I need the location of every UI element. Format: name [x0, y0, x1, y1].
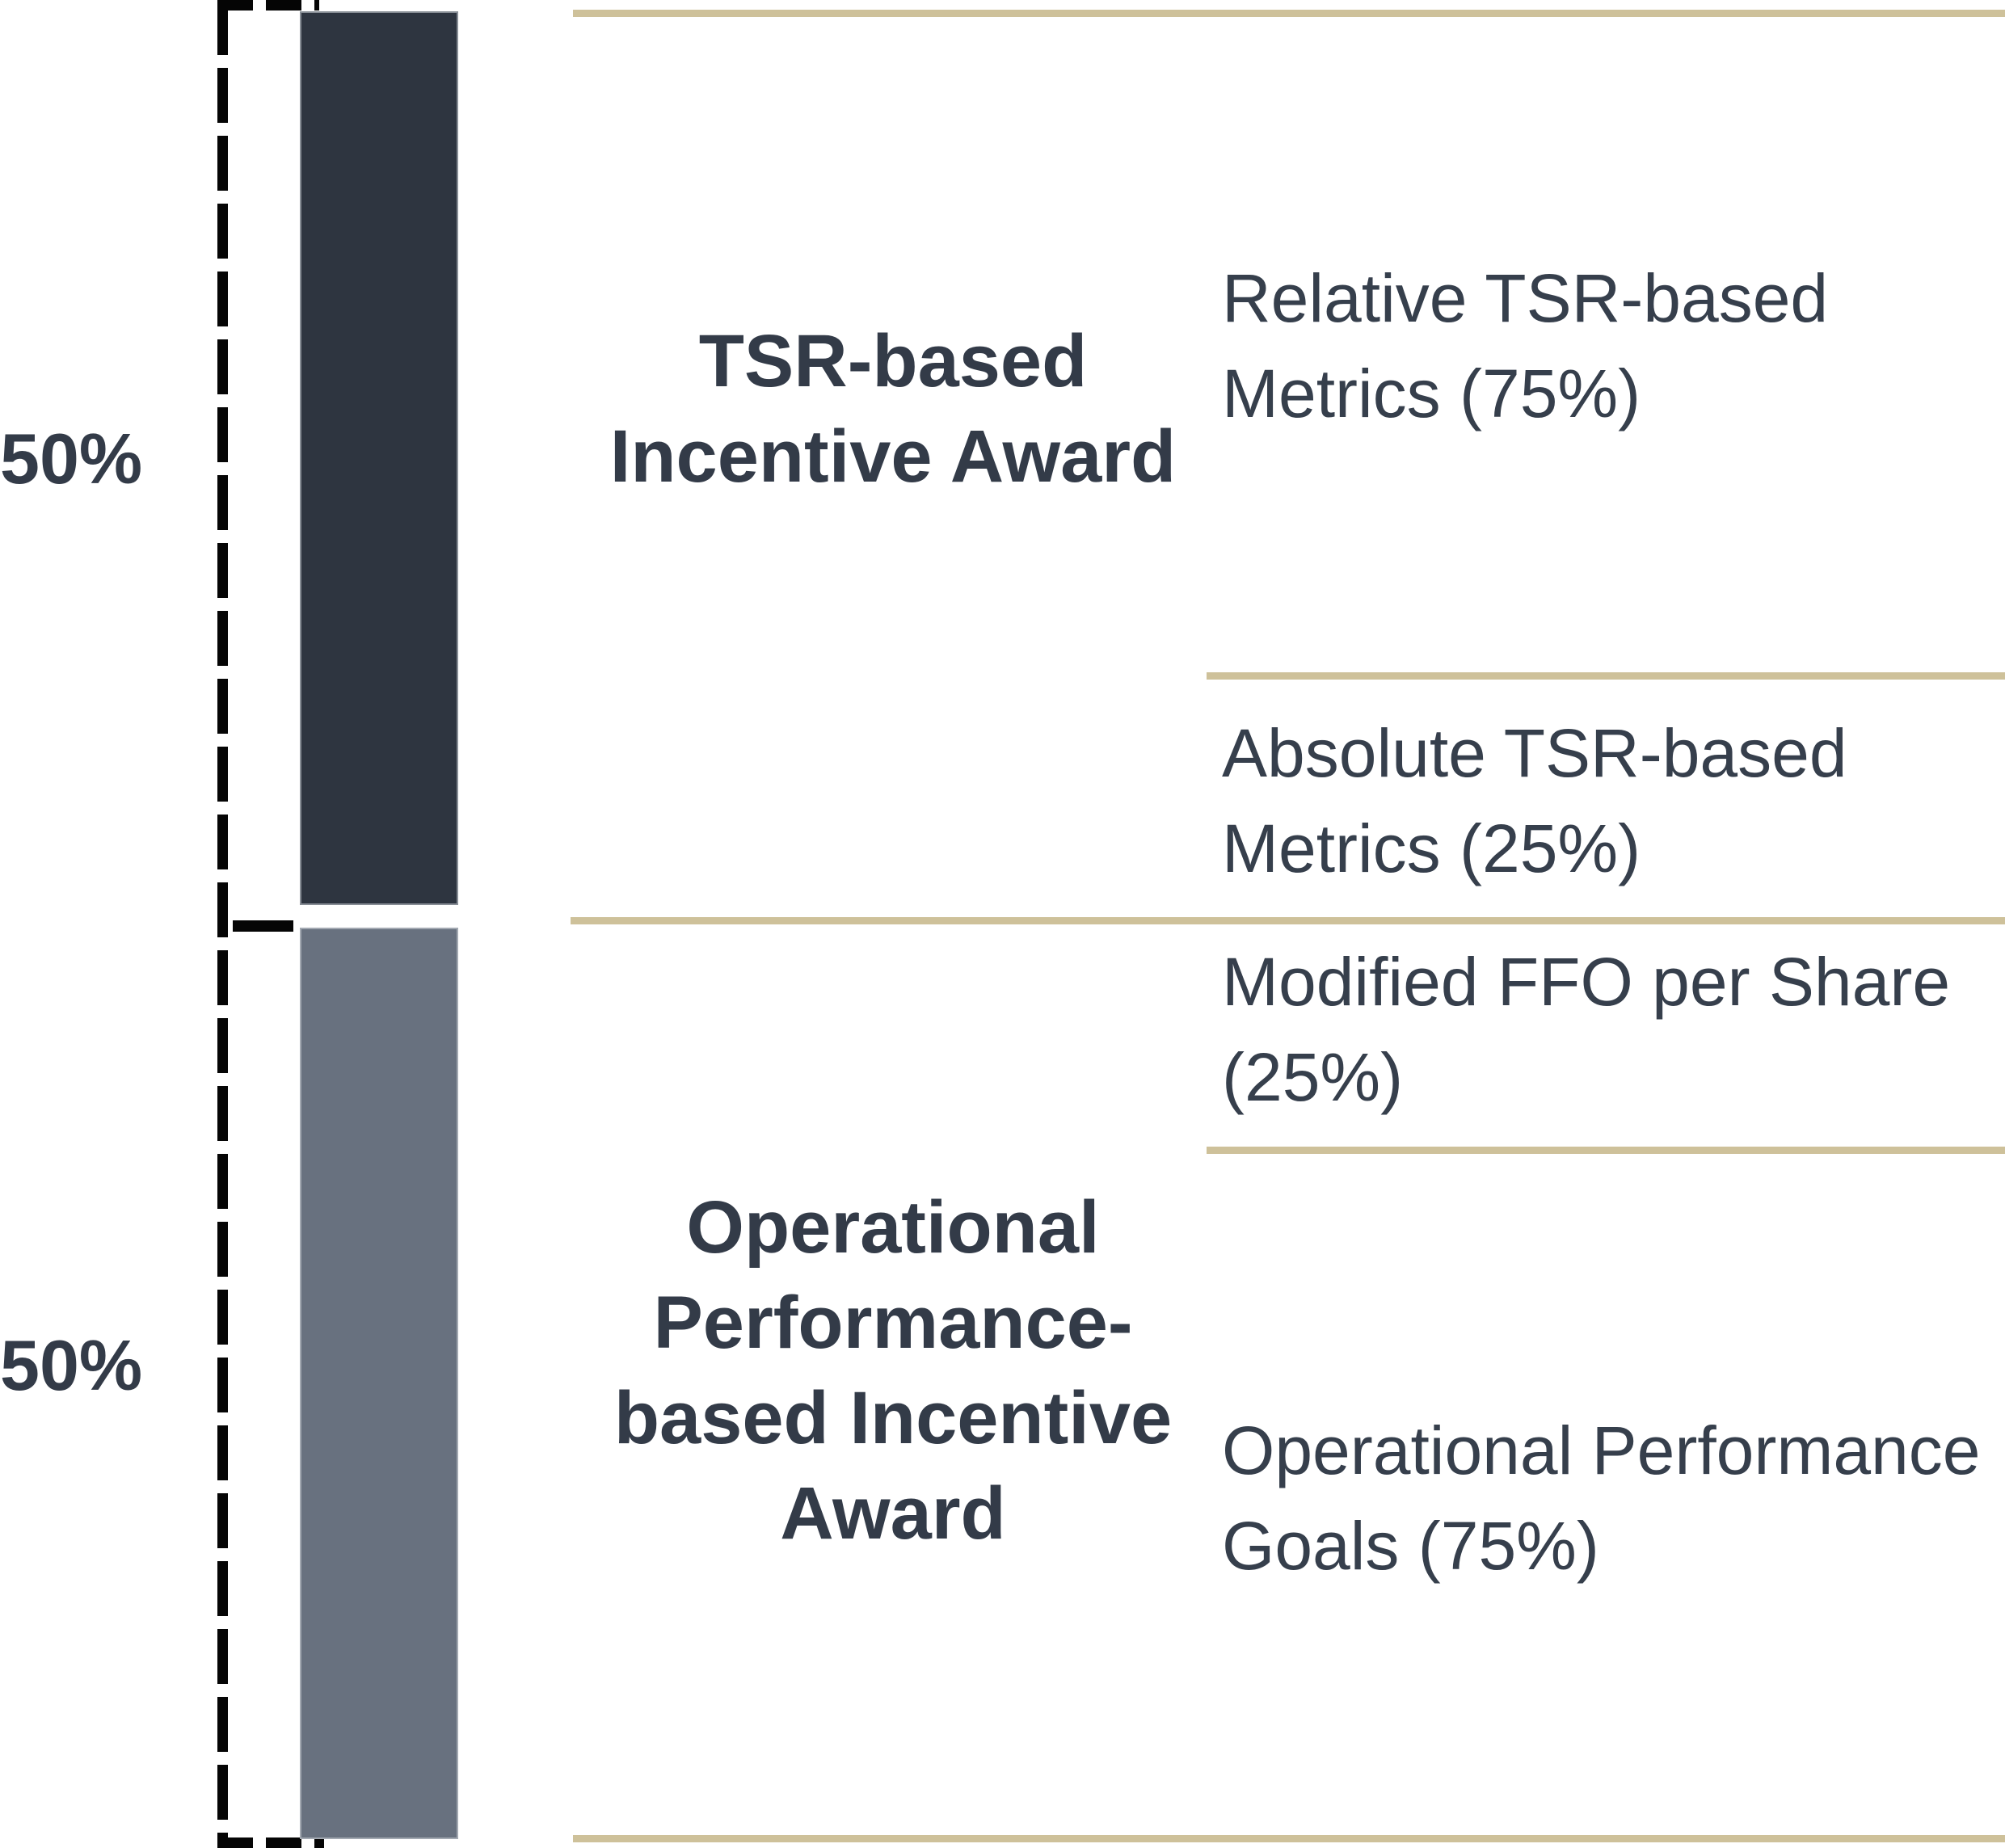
bracket-bottom-arm: [217, 1837, 324, 1848]
bracket-middle-tick: [233, 920, 293, 932]
award-heading-line: Incentive Award: [609, 415, 1177, 498]
metric-line: (25%): [1222, 1039, 1404, 1115]
metric-line: Modified FFO per Share: [1222, 944, 1951, 1020]
weight-label-tsr: 50%: [0, 419, 143, 499]
metric-line: Metrics (25%): [1222, 810, 1641, 886]
metric-line: Operational Performance: [1222, 1412, 1981, 1488]
separator-ffo-goals: [1207, 1147, 2005, 1154]
award-heading-line: TSR-based: [698, 320, 1088, 402]
bracket-top-arm: [217, 0, 319, 11]
award-heading-operational: Operational Performance- based Incentive…: [562, 1180, 1224, 1561]
metric-line: Goals (75%): [1222, 1508, 1599, 1584]
metric-line: Metrics (75%): [1222, 356, 1641, 431]
metric-line: Relative TSR-based: [1222, 260, 1829, 336]
bar-segment-operational: [300, 928, 458, 1839]
separator-bottom: [573, 1835, 2005, 1842]
award-heading-line: Award: [780, 1472, 1006, 1555]
separator-section-divider: [571, 917, 2005, 924]
metric-line: Absolute TSR-based: [1222, 715, 1847, 791]
metric-modified-ffo: Modified FFO per Share (25%): [1222, 934, 2005, 1125]
award-heading-line: based Incentive: [613, 1377, 1173, 1459]
separator-relative-absolute: [1207, 672, 2005, 680]
metric-operational-goals: Operational Performance Goals (75%): [1222, 1403, 2005, 1593]
separator-top: [573, 10, 2005, 17]
metric-absolute-tsr: Absolute TSR-based Metrics (25%): [1222, 705, 2005, 896]
metric-relative-tsr: Relative TSR-based Metrics (75%): [1222, 250, 2005, 441]
bar-segment-tsr: [300, 11, 458, 905]
award-heading-line: Operational: [686, 1186, 1100, 1269]
weight-label-operational: 50%: [0, 1325, 143, 1405]
bracket-dashed-line: [217, 0, 228, 1848]
award-heading-line: Performance-: [653, 1282, 1133, 1364]
award-heading-tsr: TSR-based Incentive Award: [562, 314, 1224, 504]
